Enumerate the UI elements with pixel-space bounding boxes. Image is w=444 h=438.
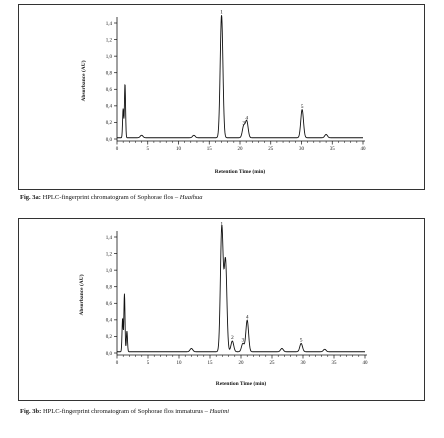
x-tick-label: 25 <box>270 361 276 366</box>
x-tick-label: 25 <box>268 147 274 152</box>
y-tick-label: 0,8 <box>106 72 113 77</box>
x-axis-title: Retention Time (min) <box>216 380 267 387</box>
chromatogram-trace <box>117 225 365 353</box>
y-axis-title: Absorbance (AU) <box>80 60 87 101</box>
y-tick-label: 1,4 <box>106 236 113 241</box>
y-tick-label: 0,4 <box>106 319 113 324</box>
chart-panel-3a: 0,0 0,2 0,4 0,6 0,8 1,0 1,2 1,4 0 5 10 15 20 25 30 35 40… <box>18 4 425 190</box>
x-tick-label: 30 <box>301 361 307 366</box>
y-tick-label: 0,0 <box>106 138 113 143</box>
figure-caption-3b: Fig. 3b: HPLC-fingerprint chromatogram o… <box>20 408 229 415</box>
caption-text: HPLC-fingerprint chromatogram of Sophora… <box>41 408 210 415</box>
x-tick-label: 35 <box>330 147 336 152</box>
x-tick-label: 35 <box>332 361 338 366</box>
peak-label: 1 <box>220 9 223 15</box>
peak-label: 5 <box>301 104 304 110</box>
x-tick-label: 30 <box>299 147 305 152</box>
y-tick-label: 0,2 <box>106 121 113 126</box>
x-tick-label: 15 <box>207 147 213 152</box>
x-tick-label: 40 <box>363 361 369 366</box>
x-tick-label: 0 <box>116 361 119 366</box>
figure-caption-3a: Fig. 3a: HPLC-fingerprint chromatogram o… <box>20 194 203 201</box>
y-tick-label: 0,4 <box>106 105 113 110</box>
y-tick-label: 1,0 <box>106 269 113 274</box>
peak-label: 1 <box>220 222 223 228</box>
x-tick-label: 10 <box>176 147 182 152</box>
y-tick-label: 0,6 <box>106 88 113 93</box>
x-tick-label: 10 <box>177 361 183 366</box>
x-tick-label: 40 <box>361 147 367 152</box>
y-tick-label: 0,8 <box>106 286 113 291</box>
caption-label: Fig. 3a: <box>20 194 41 201</box>
caption-label: Fig. 3b: <box>20 408 42 415</box>
x-tick-label: 15 <box>208 361 214 366</box>
chromatogram-3b: 0,00,20,40,60,81,01,21,40 5 10 15 20 25 30 35 40… <box>78 222 369 387</box>
x-tick-label: 5 <box>147 361 150 366</box>
peak-label: 4 <box>245 115 248 121</box>
caption-cultivar: Huaihua <box>179 194 203 201</box>
y-tick-label: 1,4 <box>106 22 113 27</box>
x-tick-label: 5 <box>147 147 150 152</box>
peak-label: 3 <box>242 120 245 126</box>
y-tick-label: 1,2 <box>106 252 113 257</box>
chromatogram-3a: 0,00,20,40,60,81,01,21,40 5 10 15 20 25 30 35 40… <box>80 9 367 175</box>
x-tick-label: 20 <box>238 147 244 152</box>
chart-panel-3b: 0,0 0,2 0,4 0,6 0,8 1,0 1,2 1,4 0 5 10 15 20 25 30 35 40… <box>18 218 425 401</box>
chromatogram-trace <box>117 15 363 139</box>
x-tick-label: 0 <box>116 147 119 152</box>
peak-label: 5 <box>300 338 303 344</box>
y-tick-label: 1,0 <box>106 55 113 60</box>
y-tick-label: 0,6 <box>106 302 113 307</box>
caption-text: HPLC-fingerprint chromatogram of Sophora… <box>40 194 180 201</box>
y-tick-label: 0,2 <box>106 335 113 340</box>
peak-label: 2 <box>231 335 234 341</box>
y-axis-title: Absorbance (AU) <box>78 274 85 315</box>
peak-label: 4 <box>246 315 249 321</box>
x-tick-label: 20 <box>239 361 245 366</box>
caption-cultivar: Huaimi <box>209 408 230 415</box>
y-tick-label: 1,2 <box>106 38 113 43</box>
x-axis-title: Retention Time (min) <box>215 168 266 175</box>
y-tick-label: 0,0 <box>106 352 113 357</box>
peak-label: 3 <box>241 338 244 344</box>
